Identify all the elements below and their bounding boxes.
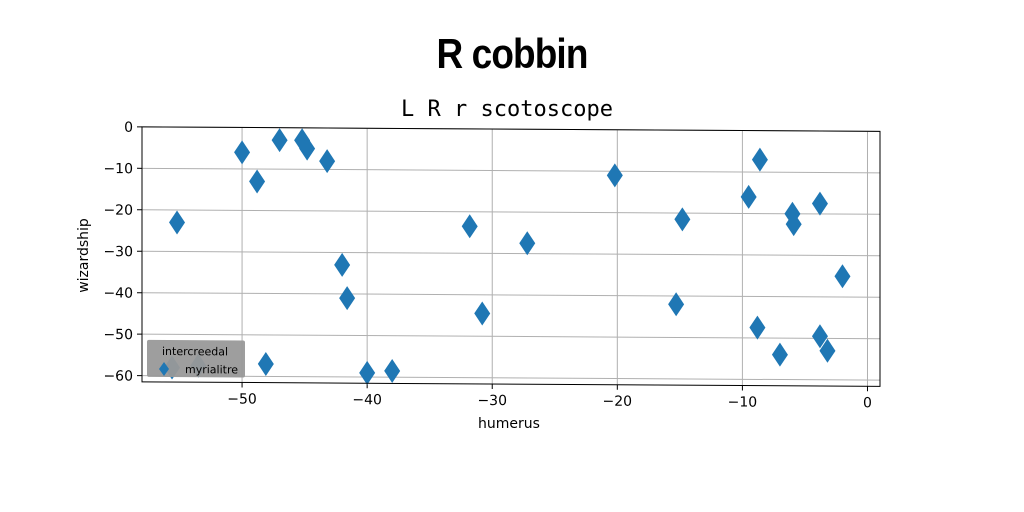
data-point xyxy=(474,301,491,326)
y-tick-label: 0 xyxy=(124,120,133,136)
x-tick-label: −50 xyxy=(227,391,257,407)
data-point xyxy=(606,163,623,188)
y-grid-line xyxy=(142,250,880,257)
x-tick-label: −40 xyxy=(352,392,382,408)
y-grid-line xyxy=(142,167,880,174)
y-tick-label: −40 xyxy=(103,285,133,301)
legend-box xyxy=(147,339,245,378)
data-point xyxy=(751,147,768,172)
y-axis-label: wizardship xyxy=(76,218,92,293)
page-title: R cobbin xyxy=(436,30,588,77)
data-point xyxy=(461,214,478,239)
data-point xyxy=(834,264,851,289)
data-point xyxy=(257,351,274,376)
y-grid-line xyxy=(142,375,880,381)
data-point xyxy=(271,128,288,153)
plot-area xyxy=(142,126,880,387)
x-tick-label: 0 xyxy=(863,395,872,411)
plot-border xyxy=(141,126,881,387)
data-point xyxy=(740,184,757,209)
legend-series-label: myrialitre xyxy=(185,363,238,376)
data-point xyxy=(674,207,691,232)
chart-title: L R r scotoscope xyxy=(401,97,613,122)
data-point xyxy=(771,342,788,367)
data-point xyxy=(334,252,351,277)
data-point xyxy=(519,231,536,256)
x-tick-label: −30 xyxy=(477,393,507,409)
data-point xyxy=(319,149,336,174)
data-point xyxy=(668,292,685,317)
data-points xyxy=(164,128,851,385)
x-axis-label: humerus xyxy=(478,416,540,432)
legend-title: intercreedal xyxy=(162,345,228,358)
data-point xyxy=(359,360,376,385)
y-tick-label: −50 xyxy=(103,327,133,343)
y-tick-label: −60 xyxy=(103,368,133,384)
data-point xyxy=(234,140,251,165)
data-point xyxy=(811,191,828,216)
data-point xyxy=(299,136,316,161)
legend-marker xyxy=(159,362,169,377)
data-point xyxy=(819,338,836,363)
y-grid-line xyxy=(142,209,880,215)
x-tick-label: −10 xyxy=(728,394,758,410)
data-point xyxy=(749,315,766,340)
data-point xyxy=(249,169,266,194)
y-tick-label: −10 xyxy=(103,161,133,177)
data-point xyxy=(785,212,802,237)
x-tick-label: −20 xyxy=(603,394,633,410)
axis-ticks: −50 −40 −30 −20 −10 0 0 −10 −20 −30 −40 −50 −60 xyxy=(103,120,871,412)
y-grid-line xyxy=(142,292,880,298)
legend: intercreedal myrialitre xyxy=(147,339,245,378)
y-tick-label: −30 xyxy=(103,244,133,260)
data-point xyxy=(339,286,356,311)
data-point xyxy=(169,210,186,235)
data-point xyxy=(811,324,828,349)
y-tick-label: −20 xyxy=(103,203,133,219)
data-point xyxy=(384,358,401,383)
